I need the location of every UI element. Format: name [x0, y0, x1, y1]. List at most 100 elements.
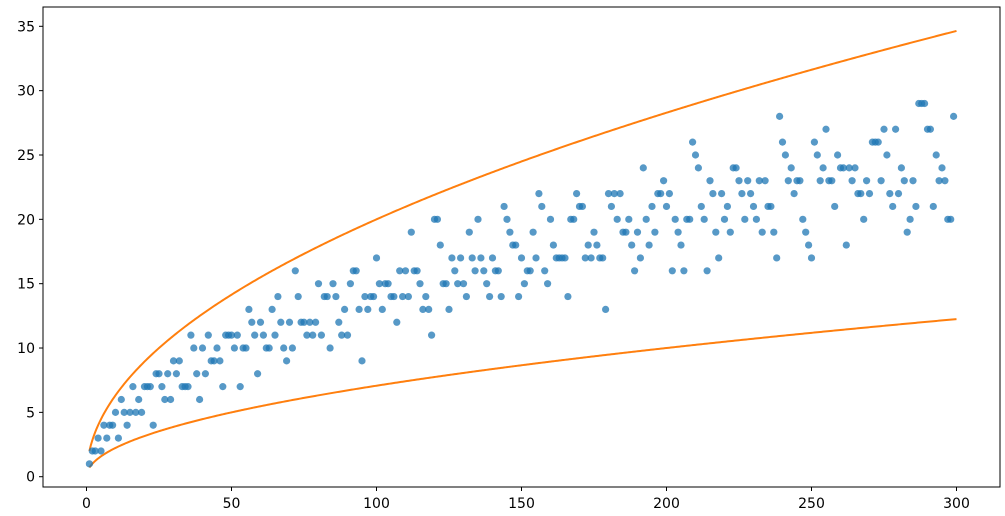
- scatter-point: [912, 202, 920, 211]
- scatter-point: [248, 318, 256, 326]
- scatter-point: [819, 164, 827, 172]
- scatter-point: [517, 254, 526, 262]
- scatter-point: [477, 254, 485, 262]
- scatter-point: [662, 202, 671, 211]
- scatter-point: [486, 292, 494, 301]
- scatter-point: [114, 434, 122, 442]
- scatter-point: [117, 395, 125, 404]
- scatter-point: [607, 202, 616, 211]
- scatter-point: [138, 408, 146, 416]
- scatter-point: [848, 177, 856, 185]
- scatter-point: [236, 383, 244, 391]
- scatter-point: [372, 254, 381, 262]
- scatter-point: [674, 228, 682, 236]
- scatter-point: [622, 228, 630, 236]
- scatter-point: [636, 254, 645, 262]
- y-tick-label: 10: [17, 341, 35, 357]
- scatter-point: [149, 421, 157, 429]
- scatter-point: [642, 215, 650, 223]
- scatter-point: [300, 318, 308, 326]
- scatter-point: [570, 215, 578, 223]
- scatter-point: [947, 215, 955, 223]
- scatter-point: [909, 177, 917, 185]
- y-tick-label: 15: [17, 277, 35, 293]
- scatter-point: [810, 138, 819, 146]
- scatter-point: [535, 190, 543, 198]
- scatter-point: [515, 292, 523, 301]
- scatter-point: [488, 254, 497, 262]
- scatter-point: [532, 254, 540, 262]
- scatter-point: [233, 331, 241, 339]
- scatter-point: [462, 292, 470, 301]
- scatter-point: [834, 151, 842, 159]
- scatter-point: [538, 202, 546, 211]
- scatter-point: [370, 292, 378, 301]
- scatter-point: [468, 254, 476, 262]
- scatter-point: [164, 370, 172, 378]
- scatter-point: [375, 280, 383, 288]
- scatter-point: [613, 215, 621, 223]
- scatter-point: [651, 228, 659, 236]
- scatter-point: [938, 164, 946, 172]
- scatter-point: [500, 202, 508, 211]
- scatter-point: [648, 202, 656, 211]
- scatter-point: [941, 177, 949, 185]
- scatter-point: [213, 344, 221, 352]
- y-tick-label: 35: [17, 19, 35, 35]
- scatter-point: [190, 344, 198, 352]
- y-tick-label: 0: [26, 470, 35, 486]
- scatter-point: [146, 383, 154, 391]
- scatter-point: [451, 267, 459, 275]
- scatter-point: [738, 190, 746, 198]
- scatter-point: [384, 280, 392, 288]
- scatter-point: [877, 177, 885, 185]
- scatter-point: [428, 331, 436, 339]
- scatter-point: [828, 177, 836, 185]
- scatter-point: [123, 421, 131, 429]
- scatter-point: [126, 408, 134, 416]
- scatter-point: [874, 138, 882, 146]
- scatter-point: [892, 125, 900, 133]
- scatter-point: [628, 241, 636, 249]
- scatter-point: [526, 267, 534, 275]
- scatter-point: [251, 331, 259, 339]
- scatter-point: [715, 254, 723, 262]
- scatter-point: [561, 254, 569, 262]
- scatter-point: [839, 164, 848, 172]
- y-tick-label: 5: [26, 405, 35, 421]
- scatter-point: [544, 280, 552, 288]
- scatter-point: [787, 164, 795, 172]
- scatter-point: [584, 241, 592, 249]
- scatter-point: [378, 305, 386, 314]
- scatter-point: [639, 164, 647, 172]
- x-tick-label: 150: [508, 496, 535, 512]
- scatter-point: [184, 383, 192, 391]
- scatter-point: [404, 292, 412, 301]
- scatter-point: [778, 138, 787, 146]
- scatter-point: [857, 190, 865, 198]
- scatter-point: [436, 241, 444, 249]
- scatter-point: [802, 228, 810, 236]
- x-tick-label: 0: [82, 496, 91, 512]
- scatter-point: [306, 318, 314, 326]
- scatter-point: [465, 228, 473, 236]
- scatter-point: [863, 177, 871, 185]
- scatter-point: [280, 344, 288, 352]
- scatter-point: [196, 395, 204, 404]
- scatter-point: [903, 228, 911, 236]
- scatter-point: [758, 228, 766, 236]
- scatter-point: [338, 331, 346, 339]
- scatter-point: [950, 112, 958, 120]
- scatter-point: [204, 331, 212, 339]
- scatter-point: [245, 305, 253, 314]
- scatter-point: [883, 151, 891, 159]
- scatter-point: [894, 190, 903, 198]
- scatter-point: [393, 318, 401, 326]
- scatter-point: [732, 164, 740, 172]
- scatter-point: [294, 292, 302, 301]
- scatter-point: [602, 305, 610, 314]
- x-tick-label: 250: [798, 496, 825, 512]
- scatter-point: [712, 228, 720, 236]
- scatter-point: [926, 125, 935, 133]
- scatter-point: [770, 228, 778, 236]
